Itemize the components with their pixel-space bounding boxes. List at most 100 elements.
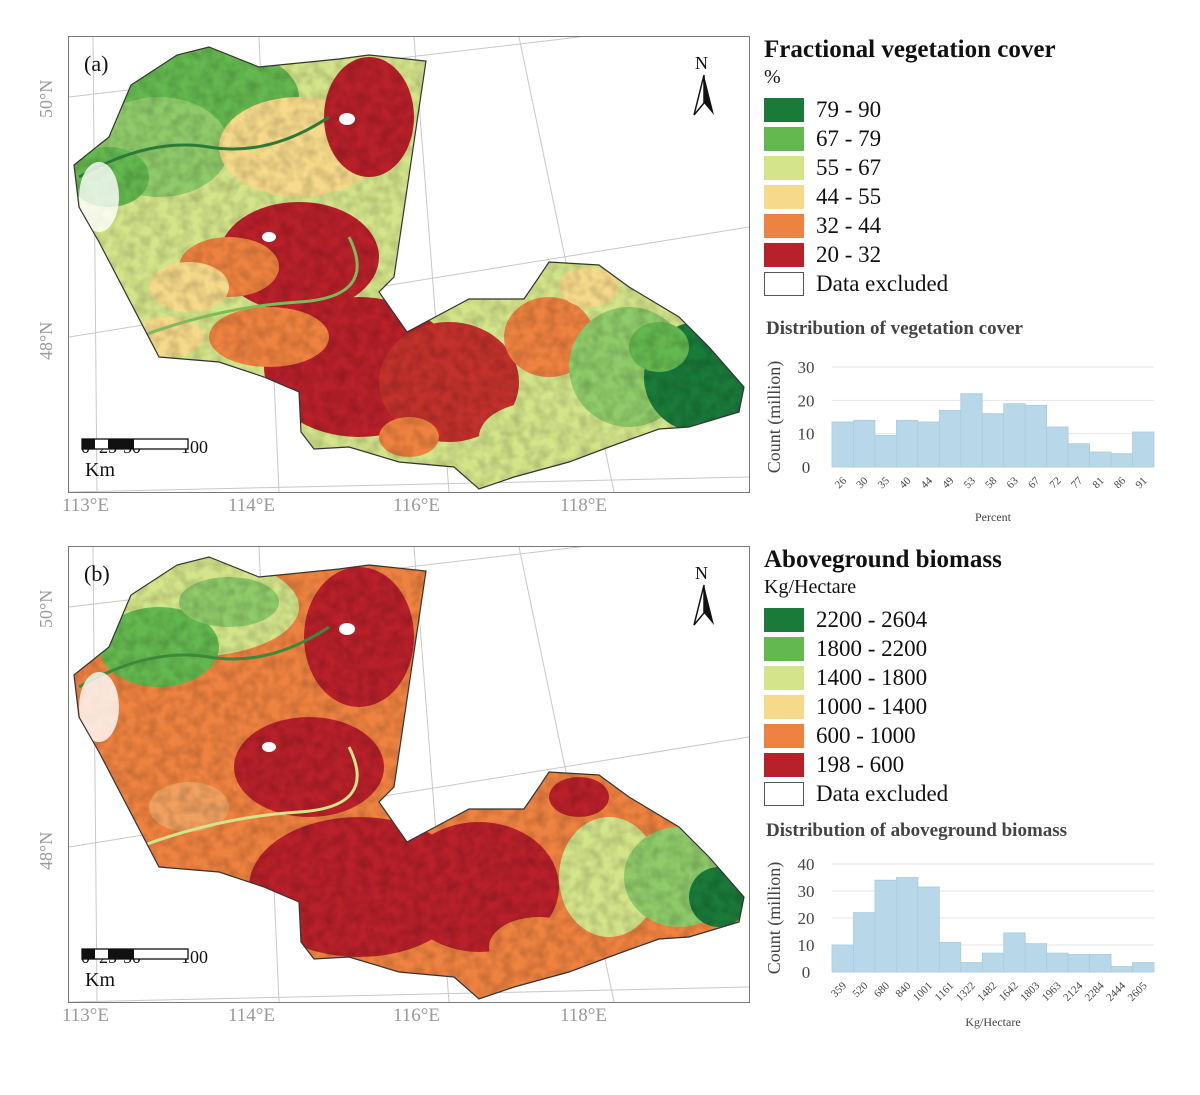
north-arrow-icon xyxy=(704,585,714,625)
histogram-bar xyxy=(938,941,962,973)
y-tick-label: 10 xyxy=(798,425,815,444)
histogram-bar xyxy=(1110,966,1133,973)
x-axis-label: Kg/Hectare xyxy=(965,1015,1020,1029)
histogram-bar xyxy=(1046,426,1069,468)
legend-item: 1000 - 1400 xyxy=(764,692,1184,721)
scale-bar: 0 25 50 100 Km xyxy=(81,437,271,482)
lon-label-118: 118°E xyxy=(560,1005,607,1026)
legend-item: 44 - 55 xyxy=(764,182,1184,211)
x-tick-label: 2444 xyxy=(1104,980,1128,1004)
histogram-bar xyxy=(1003,403,1026,468)
histogram-bar xyxy=(1067,954,1090,973)
x-tick-label: 1001 xyxy=(911,980,935,1004)
histogram-bar xyxy=(1089,451,1112,468)
histogram-bar xyxy=(1132,962,1155,973)
legend-item: 1800 - 2200 xyxy=(764,634,1184,663)
map-svg xyxy=(69,37,749,492)
histogram-bar xyxy=(1132,431,1155,468)
north-label: N xyxy=(695,563,708,583)
legend-label: 67 - 79 xyxy=(816,125,882,151)
legend-swatch xyxy=(764,155,804,180)
x-axis-label: Percent xyxy=(975,510,1012,524)
x-tick-label: 72 xyxy=(1048,475,1064,491)
legend-item: 79 - 90 xyxy=(764,95,1184,124)
x-tick-label: 2284 xyxy=(1083,980,1107,1004)
lat-label-50: 50°N xyxy=(36,79,56,118)
legend-label: 600 - 1000 xyxy=(816,722,916,748)
histogram: 0 10 20 30 40 359 520 680 8401001116113221482164… xyxy=(764,855,1155,1029)
x-tick-label: 520 xyxy=(850,980,871,1001)
y-tick-label: 20 xyxy=(798,391,815,410)
x-tick-label: 1642 xyxy=(997,980,1021,1004)
y-tick-label: 0 xyxy=(802,963,811,982)
lon-label-118: 118°E xyxy=(560,495,607,516)
x-tick-label: 840 xyxy=(893,980,914,1001)
map-svg xyxy=(69,547,749,1002)
legend-swatch xyxy=(764,723,804,748)
histogram-bar xyxy=(960,393,983,468)
lat-label-48: 48°N xyxy=(36,321,56,360)
panel-a: (a) N 0 25 50 100 Km xyxy=(0,0,1200,540)
histogram-bar xyxy=(917,886,940,973)
legend-swatch xyxy=(764,97,804,122)
x-tick-label: 49 xyxy=(940,475,957,492)
legend-label: 20 - 32 xyxy=(816,241,882,267)
legend: Fractional vegetation cover % 79 - 90 67 … xyxy=(764,36,1184,298)
y-tick-label: 10 xyxy=(798,936,815,955)
legend-swatch xyxy=(764,781,804,806)
histogram-bar xyxy=(831,944,854,973)
x-tick-label: 77 xyxy=(1069,475,1086,492)
x-tick-label: 1963 xyxy=(1040,980,1064,1004)
lon-label-114: 114°E xyxy=(228,495,275,516)
histogram-bar xyxy=(874,879,897,973)
scale-bar-graphic xyxy=(81,948,189,960)
vegetation-raster xyxy=(74,47,744,489)
north-arrow-icon xyxy=(704,75,714,115)
histogram-bar xyxy=(1024,404,1048,468)
map-frame: (b) N 0 25 50 100 Km xyxy=(68,546,750,1003)
y-axis-label: Count (million) xyxy=(764,361,785,474)
x-tick-label: 1161 xyxy=(933,980,957,1004)
panel-b: (b) N 0 25 50 100 Km xyxy=(0,510,1200,1050)
y-tick-label: 40 xyxy=(798,855,815,874)
region-outline xyxy=(73,556,745,1000)
histogram-bar xyxy=(1067,443,1090,468)
x-tick-label: 67 xyxy=(1026,475,1043,492)
lon-label-116: 116°E xyxy=(393,1005,440,1026)
x-tick-label: 30 xyxy=(854,475,871,492)
histogram-bar xyxy=(1089,954,1112,973)
legend-item: 2200 - 2604 xyxy=(764,605,1184,634)
legend-label: Data excluded xyxy=(816,270,949,296)
panel-label: (a) xyxy=(84,51,109,76)
legend-label: 79 - 90 xyxy=(816,96,882,122)
legend-swatch xyxy=(764,607,804,632)
lat-label-50: 50°N xyxy=(36,589,56,628)
x-tick-label: 58 xyxy=(983,475,1000,492)
y-tick-label: 20 xyxy=(798,909,815,928)
legend-item: 600 - 1000 xyxy=(764,721,1184,750)
legend-swatch xyxy=(764,271,804,296)
lon-label-113: 113°E xyxy=(62,1005,109,1026)
histogram-bar xyxy=(981,413,1005,468)
x-tick-label: 91 xyxy=(1133,475,1149,491)
histogram-bar xyxy=(853,419,876,468)
legend-label: 44 - 55 xyxy=(816,183,882,209)
x-tick-label: 359 xyxy=(829,980,850,1001)
legend-swatch xyxy=(764,694,804,719)
legend-label: Data excluded xyxy=(816,780,949,806)
legend-unit: % xyxy=(764,66,781,88)
legend-item: 32 - 44 xyxy=(764,211,1184,240)
legend-swatch xyxy=(764,242,804,267)
scale-bar-graphic xyxy=(81,438,189,450)
panel-label: (b) xyxy=(84,561,110,586)
lon-label-114: 114°E xyxy=(228,1005,275,1026)
biomass-raster xyxy=(74,557,744,999)
histogram-bar xyxy=(981,952,1005,973)
legend-item: 198 - 600 xyxy=(764,750,1184,779)
legend-item: 67 - 79 xyxy=(764,124,1184,153)
lon-label-113: 113°E xyxy=(62,495,109,516)
x-tick-label: 44 xyxy=(919,475,936,492)
legend-label: 2200 - 2604 xyxy=(816,606,928,632)
x-tick-label: 1322 xyxy=(954,980,978,1004)
legend-swatch xyxy=(764,184,804,209)
